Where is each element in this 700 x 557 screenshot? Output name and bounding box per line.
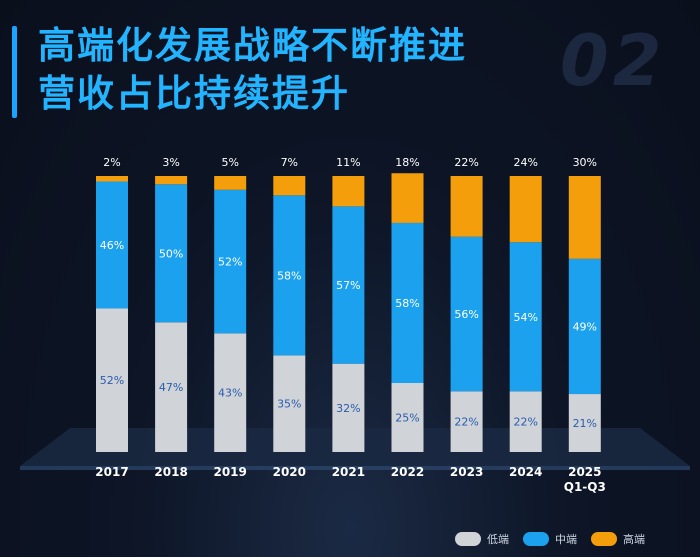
bar-segment-low [273,355,306,452]
bar-segment-high [214,176,247,190]
data-label-low: 25% [395,412,419,425]
chart-labels: 52% 46% 2% 2017 47% 50% 3% 2018 43% 52% 5% 2019 35% 5… [95,156,606,494]
x-tick-label: 2020 [273,465,306,479]
data-label-high: 30% [573,156,597,169]
x-tick-label: 2019 [213,465,246,479]
data-label-low: 52% [100,374,124,387]
bar-segment-mid [214,189,247,334]
data-label-high: 18% [395,156,419,169]
title-line-2: 营收占比持续提升 [38,72,350,115]
bar-segment-mid [509,242,542,392]
bar-segment-high [96,176,128,182]
page-title: 高端化发展战略不断推进 营收占比持续提升 [38,22,467,118]
data-label-low: 35% [277,398,301,411]
data-label-high: 24% [513,156,537,169]
x-tick-label: 2021 [332,465,365,479]
data-label-high: 7% [281,156,298,169]
bar-segment-low [214,333,247,452]
bar-segment-mid [450,236,483,392]
legend-item-high: 高端 [591,531,645,547]
legend-item-mid: 中端 [523,531,577,547]
bar-segment-mid [332,206,365,364]
bar-segment-mid [155,184,188,323]
bar-segment-high [568,176,601,259]
legend-label-high: 高端 [623,533,645,546]
legend-swatch-mid [523,532,549,546]
legend-swatch-high [591,532,617,546]
bar-segment-high [273,176,306,196]
bar-segment-high [332,176,365,207]
title-accent-bar [12,26,17,118]
data-label-high: 3% [162,156,179,169]
bar-segment-mid [391,222,424,383]
data-label-high: 22% [454,156,478,169]
bar-segment-low [155,322,188,452]
data-label-low: 47% [159,381,183,394]
bar-segment-high [450,176,483,237]
bar-segment-low [450,391,483,452]
data-label-high: 5% [221,156,238,169]
data-label-low: 32% [336,402,360,415]
x-tick-label: Q1-Q3 [564,480,606,494]
data-label-mid: 46% [100,239,124,252]
legend-swatch-low [455,532,481,546]
bar-segment-low [391,383,424,452]
data-label-mid: 57% [336,279,360,292]
data-label-low: 22% [513,416,537,429]
data-label-mid: 54% [513,311,537,324]
data-label-mid: 52% [218,256,242,269]
bar-segment-low [96,308,128,452]
x-tick-label: 2025 [568,465,601,479]
bar-segment-low [332,363,365,452]
chart-legend: 低端 中端 高端 [455,528,645,550]
data-label-mid: 49% [573,320,597,333]
platform-edge [20,466,690,470]
bar-segment-high [391,173,424,223]
section-number-watermark: 02 [560,20,666,102]
data-label-mid: 50% [159,247,183,260]
data-label-mid: 56% [454,308,478,321]
data-label-low: 22% [454,416,478,429]
legend-label-mid: 中端 [555,533,577,546]
data-label-high: 2% [103,156,120,169]
bar-segment-mid [568,258,601,395]
bar-segment-high [155,176,188,185]
bar-segment-mid [96,181,128,309]
legend-label-low: 低端 [487,533,509,546]
title-line-1: 高端化发展战略不断推进 [38,24,467,67]
x-tick-label: 2017 [95,465,128,479]
data-label-high: 11% [336,156,360,169]
bar-segment-low [568,394,601,452]
data-label-low: 21% [573,417,597,430]
legend-item-low: 低端 [455,531,509,547]
x-tick-label: 2024 [509,465,542,479]
x-tick-label: 2023 [450,465,483,479]
bar-segment-low [509,391,542,452]
bar-segment-high [509,176,542,243]
x-tick-label: 2018 [154,465,187,479]
chart-bars [96,173,601,452]
x-tick-label: 2022 [391,465,424,479]
data-label-mid: 58% [395,297,419,310]
data-label-low: 43% [218,387,242,400]
data-label-mid: 58% [277,269,301,282]
bar-segment-mid [273,195,306,356]
